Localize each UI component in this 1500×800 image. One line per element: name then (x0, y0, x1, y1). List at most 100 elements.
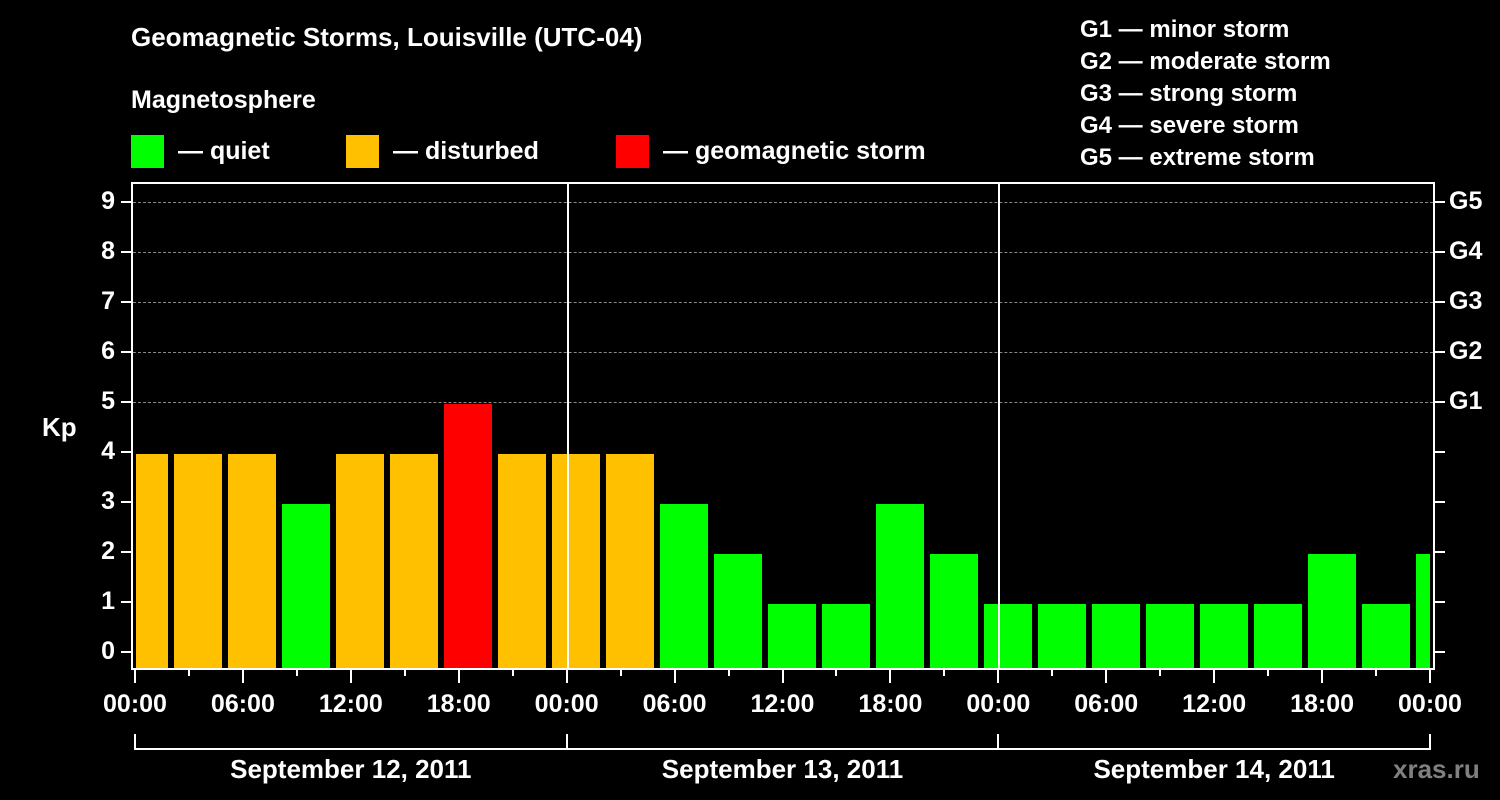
x-tick-label: 12:00 (1182, 690, 1247, 718)
bar-quiet (660, 504, 708, 668)
bar-disturbed (336, 454, 384, 668)
gridline (133, 302, 1433, 303)
y-tick (121, 401, 131, 403)
y-axis-label: Kp (42, 412, 77, 442)
gridline (133, 352, 1433, 353)
bar-quiet (1308, 554, 1356, 668)
legend-swatch-disturbed (346, 134, 379, 168)
plot-area (131, 182, 1435, 670)
x-tick (943, 668, 946, 676)
day-bracket-tick (134, 734, 136, 750)
bar-disturbed (552, 454, 600, 668)
gridline (133, 252, 1433, 253)
g-scale-label: G1 (1449, 387, 1483, 415)
bar-quiet (1416, 554, 1430, 668)
day-label: September 13, 2011 (661, 754, 904, 784)
y-tick-label: 3 (101, 487, 115, 515)
x-tick (1375, 668, 1378, 676)
x-tick (673, 668, 676, 683)
bar-storm (444, 404, 492, 668)
x-tick (403, 668, 406, 676)
right-y-tick (1435, 351, 1445, 353)
x-tick (619, 668, 622, 676)
bar-quiet (984, 604, 1032, 668)
g-scale-label: G3 (1449, 287, 1483, 315)
bar-quiet (768, 604, 816, 668)
g-scale-label: G2 (1449, 337, 1483, 365)
right-y-tick (1435, 251, 1445, 253)
bar-disturbed (228, 454, 276, 668)
x-tick (781, 668, 784, 683)
right-y-tick (1435, 601, 1445, 603)
x-tick-label: 18:00 (1290, 690, 1355, 718)
x-tick (134, 668, 136, 683)
x-tick (349, 668, 352, 683)
x-tick (889, 668, 892, 683)
right-y-tick (1435, 551, 1445, 553)
storm-scale-g5: G5 — extreme storm (1080, 144, 1315, 171)
x-tick (295, 668, 298, 676)
gridline (133, 402, 1433, 403)
y-tick (121, 601, 131, 603)
day-label: September 12, 2011 (230, 754, 472, 784)
y-tick-label: 2 (101, 537, 115, 565)
gridline (133, 202, 1433, 203)
x-tick-label: 18:00 (426, 690, 491, 718)
y-tick (121, 201, 131, 203)
y-tick (121, 251, 131, 253)
x-tick (565, 668, 568, 683)
legend-swatch-storm (616, 134, 649, 168)
y-tick (121, 551, 131, 553)
bar-quiet (1362, 604, 1410, 668)
x-tick-label: 00:00 (1398, 690, 1462, 718)
x-tick (241, 668, 244, 683)
legend-swatch-quiet (131, 134, 164, 168)
x-tick (1105, 668, 1108, 683)
day-divider (998, 184, 1001, 668)
bar-quiet (1254, 604, 1302, 668)
bar-quiet (822, 604, 870, 668)
x-tick (187, 668, 190, 676)
storm-scale-g2: G2 — moderate storm (1080, 48, 1331, 75)
x-tick-label: 06:00 (210, 690, 275, 718)
x-tick (1267, 668, 1270, 676)
y-tick-label: 8 (101, 237, 115, 265)
y-tick (121, 651, 131, 653)
day-divider (566, 184, 569, 668)
day-bracket-line (134, 748, 1431, 750)
bar-quiet (1038, 604, 1086, 668)
legend-quiet: — quiet (131, 134, 270, 168)
bar-quiet (282, 504, 330, 668)
y-tick-label: 9 (101, 187, 115, 215)
right-y-tick (1435, 451, 1445, 453)
y-tick-label: 4 (101, 437, 115, 465)
y-tick-label: 7 (101, 287, 115, 315)
x-tick-label: 06:00 (642, 690, 707, 718)
y-tick-label: 1 (101, 587, 115, 615)
x-tick (1321, 668, 1324, 683)
y-tick (121, 301, 131, 303)
bar-disturbed (390, 454, 438, 668)
bar-quiet (1092, 604, 1140, 668)
x-tick (511, 668, 514, 676)
bar-quiet (876, 504, 924, 668)
storm-scale-g4: G4 — severe storm (1080, 112, 1299, 139)
bar-disturbed (606, 454, 654, 668)
right-y-tick (1435, 501, 1445, 503)
x-tick (1159, 668, 1162, 676)
x-tick-label: 12:00 (318, 690, 383, 718)
bar-quiet (1200, 604, 1248, 668)
g-scale-label: G4 (1449, 237, 1483, 265)
right-y-tick (1435, 201, 1445, 203)
storm-scale-g3: G3 — strong storm (1080, 80, 1298, 107)
x-tick (997, 668, 1000, 683)
day-bracket-tick (565, 734, 568, 750)
x-tick-label: 00:00 (103, 690, 167, 718)
bar-disturbed (174, 454, 222, 668)
x-tick-label: 00:00 (966, 690, 1031, 718)
bar-disturbed (136, 454, 168, 668)
legend-disturbed: — disturbed (346, 134, 539, 168)
g-scale-label: G5 (1449, 187, 1483, 215)
day-bracket-tick (1429, 734, 1431, 750)
x-tick-label: 12:00 (750, 690, 815, 718)
